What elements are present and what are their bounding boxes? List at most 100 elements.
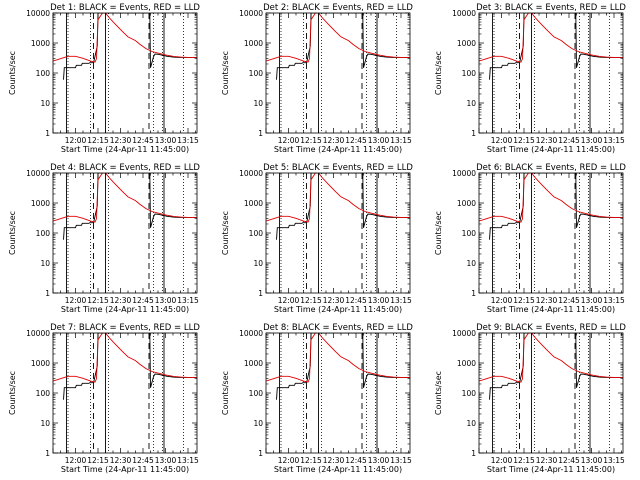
time-markers <box>66 173 184 293</box>
y-tick-label: 10000 <box>452 329 476 338</box>
y-tick-label: 1 <box>471 129 476 138</box>
x-axis-label: Start Time (24-Apr-11 11:45:00) <box>61 465 189 474</box>
y-axis-label: Counts/sec <box>221 211 230 255</box>
y-tick-label: 10000 <box>239 329 263 338</box>
x-axis-label: Start Time (24-Apr-11 11:45:00) <box>274 145 402 154</box>
x-tick-label: 12:30 <box>323 136 345 145</box>
y-tick-label: 1000 <box>31 199 50 208</box>
x-tick-label: 12:15 <box>300 456 322 465</box>
x-tick-label: 13:00 <box>581 296 603 305</box>
x-tick-label: 12:15 <box>300 296 322 305</box>
panel-title: Det 8: BLACK = Events, RED = LLD <box>263 323 413 333</box>
x-tick-label: 12:00 <box>278 296 300 305</box>
plot-frame <box>478 172 624 294</box>
x-tick-label: 13:15 <box>177 136 199 145</box>
x-tick-label: 13:00 <box>368 136 390 145</box>
x-tick-label: 12:00 <box>278 136 300 145</box>
y-tick-label: 1000 <box>31 39 50 48</box>
y-tick-label: 100 <box>36 69 51 78</box>
series-lines <box>266 13 410 80</box>
y-tick-label: 10 <box>253 259 263 268</box>
time-markers <box>66 13 184 133</box>
x-tick-label: 13:00 <box>155 456 177 465</box>
y-axis: 1 10 100 1000 10000 Counts/sec <box>434 9 623 138</box>
series-lld-line <box>266 333 410 383</box>
y-tick-label: 100 <box>249 389 264 398</box>
y-axis: 1 10 100 1000 10000 Counts/sec <box>8 9 197 138</box>
series-lines <box>479 333 623 400</box>
plot-frame <box>265 332 411 454</box>
x-tick-label: 12:45 <box>132 456 154 465</box>
x-tick-label: 13:15 <box>390 136 412 145</box>
x-axis-label: Start Time (24-Apr-11 11:45:00) <box>487 465 615 474</box>
series-events-line <box>63 173 197 240</box>
y-tick-label: 1 <box>258 289 263 298</box>
y-tick-label: 10 <box>466 419 476 428</box>
series-lines <box>479 13 623 80</box>
panel-title: Det 6: BLACK = Events, RED = LLD <box>476 163 626 173</box>
y-tick-label: 1000 <box>457 39 476 48</box>
y-axis: 1 10 100 1000 10000 Counts/sec <box>434 329 623 458</box>
y-tick-label: 1000 <box>457 359 476 368</box>
y-tick-label: 1 <box>258 129 263 138</box>
y-axis: 1 10 100 1000 10000 Counts/sec <box>221 329 410 458</box>
x-tick-label: 13:00 <box>155 296 177 305</box>
x-tick-label: 12:30 <box>110 136 132 145</box>
x-tick-label: 12:00 <box>278 456 300 465</box>
x-tick-label: 12:30 <box>110 296 132 305</box>
panel-title: Det 4: BLACK = Events, RED = LLD <box>50 163 200 173</box>
y-tick-label: 10 <box>40 419 50 428</box>
time-markers <box>492 173 610 293</box>
series-lld-line <box>53 13 197 63</box>
y-axis-label: Counts/sec <box>434 211 443 255</box>
y-tick-label: 1000 <box>244 199 263 208</box>
y-tick-label: 10 <box>253 99 263 108</box>
y-axis: 1 10 100 1000 10000 Counts/sec <box>221 169 410 298</box>
time-markers <box>279 173 397 293</box>
y-tick-label: 100 <box>462 229 477 238</box>
plot-frame <box>478 12 624 134</box>
y-tick-label: 1000 <box>244 39 263 48</box>
series-lld-line <box>266 13 410 63</box>
plot-frame <box>52 172 198 294</box>
panel-title: Det 2: BLACK = Events, RED = LLD <box>263 3 413 13</box>
x-tick-label: 13:00 <box>581 456 603 465</box>
series-lines <box>266 333 410 400</box>
x-tick-label: 12:30 <box>323 456 345 465</box>
x-tick-label: 12:45 <box>132 296 154 305</box>
time-markers <box>66 333 184 453</box>
x-axis-label: Start Time (24-Apr-11 11:45:00) <box>61 305 189 314</box>
y-tick-label: 10000 <box>239 9 263 18</box>
plot-frame <box>265 12 411 134</box>
x-tick-label: 13:00 <box>581 136 603 145</box>
x-tick-label: 12:45 <box>345 456 367 465</box>
time-markers <box>492 13 610 133</box>
panel-title: Det 7: BLACK = Events, RED = LLD <box>50 323 200 333</box>
x-tick-label: 12:00 <box>65 296 87 305</box>
y-tick-label: 100 <box>249 229 264 238</box>
y-tick-label: 10000 <box>26 329 50 338</box>
series-lines <box>266 173 410 240</box>
series-events-line <box>276 13 410 80</box>
x-tick-label: 12:30 <box>323 296 345 305</box>
x-axis-label: Start Time (24-Apr-11 11:45:00) <box>487 305 615 314</box>
plot-frame <box>265 172 411 294</box>
y-axis-label: Counts/sec <box>8 371 17 415</box>
y-tick-label: 1 <box>45 129 50 138</box>
x-tick-label: 13:15 <box>390 296 412 305</box>
x-axis-label: Start Time (24-Apr-11 11:45:00) <box>61 145 189 154</box>
x-tick-label: 12:45 <box>345 296 367 305</box>
series-lld-line <box>479 173 623 223</box>
series-events-line <box>276 333 410 400</box>
y-tick-label: 1 <box>471 289 476 298</box>
time-markers <box>279 13 397 133</box>
y-tick-label: 10000 <box>239 169 263 178</box>
